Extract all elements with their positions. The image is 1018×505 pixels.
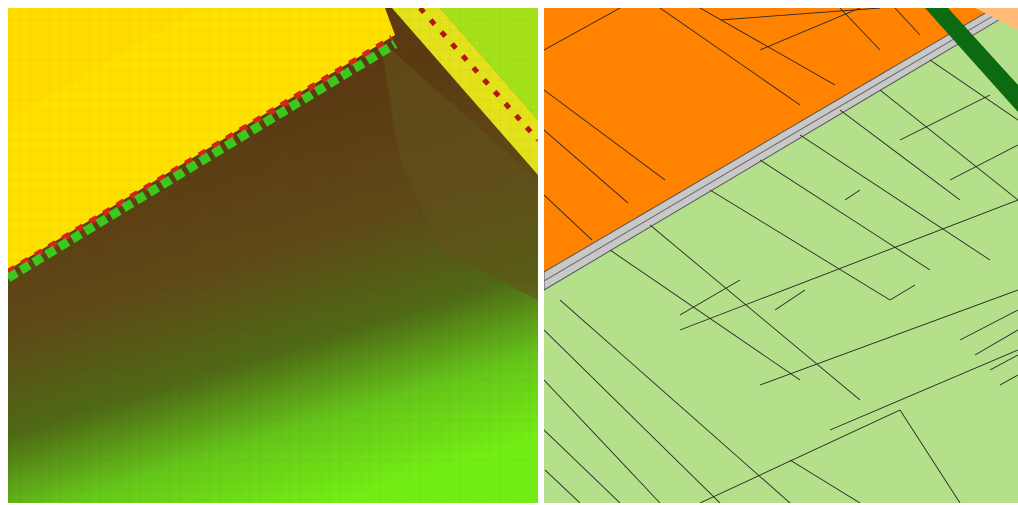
raster-panel [8, 8, 538, 503]
vector-panel [544, 8, 1018, 503]
forest-strip [925, 8, 1018, 112]
road-centerline [544, 12, 999, 282]
peach-area [975, 8, 1018, 30]
pixel-grid [8, 8, 538, 503]
parcel-lines [544, 8, 1018, 503]
